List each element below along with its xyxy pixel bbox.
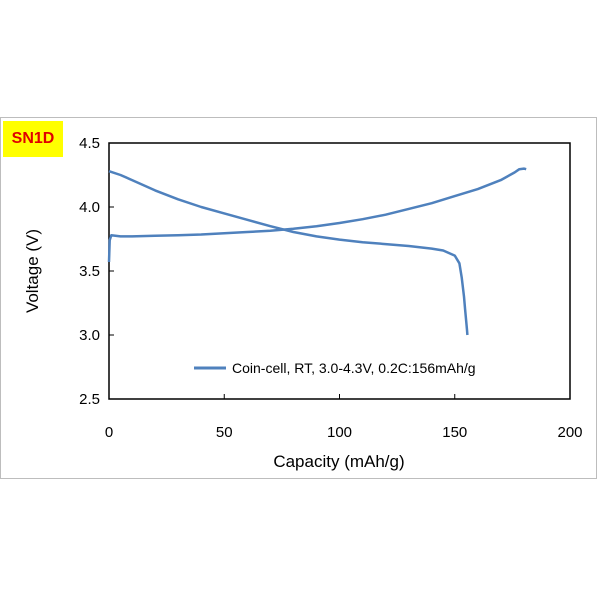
legend: Coin-cell, RT, 3.0-4.3V, 0.2C:156mAh/g	[194, 360, 476, 376]
discharge-curve	[108, 170, 469, 336]
x-tick-label: 150	[442, 424, 467, 441]
x-tick-label: 50	[216, 424, 233, 441]
series-layer	[107, 167, 527, 336]
sample-badge: SN1D	[3, 121, 63, 157]
x-tick-label: 0	[105, 424, 113, 441]
x-tick-label: 200	[557, 424, 582, 441]
y-tick-label: 3.0	[79, 327, 100, 344]
y-axis-title: Voltage (V)	[23, 229, 42, 313]
x-tick-label: 100	[327, 424, 352, 441]
x-axis-title: Capacity (mAh/g)	[273, 452, 404, 471]
y-tick-label: 3.5	[79, 263, 100, 280]
y-axis-ticks: 2.5 3.0 3.5 4.0 4.5	[79, 135, 114, 408]
y-tick-label: 4.0	[79, 199, 100, 216]
y-tick-label: 4.5	[79, 135, 100, 152]
x-axis-ticks: 0 50 100 150 200	[105, 394, 583, 441]
plot-area	[108, 142, 571, 400]
legend-entry: Coin-cell, RT, 3.0-4.3V, 0.2C:156mAh/g	[232, 360, 476, 376]
charge-curve	[107, 167, 527, 263]
y-tick-label: 2.5	[79, 391, 100, 408]
